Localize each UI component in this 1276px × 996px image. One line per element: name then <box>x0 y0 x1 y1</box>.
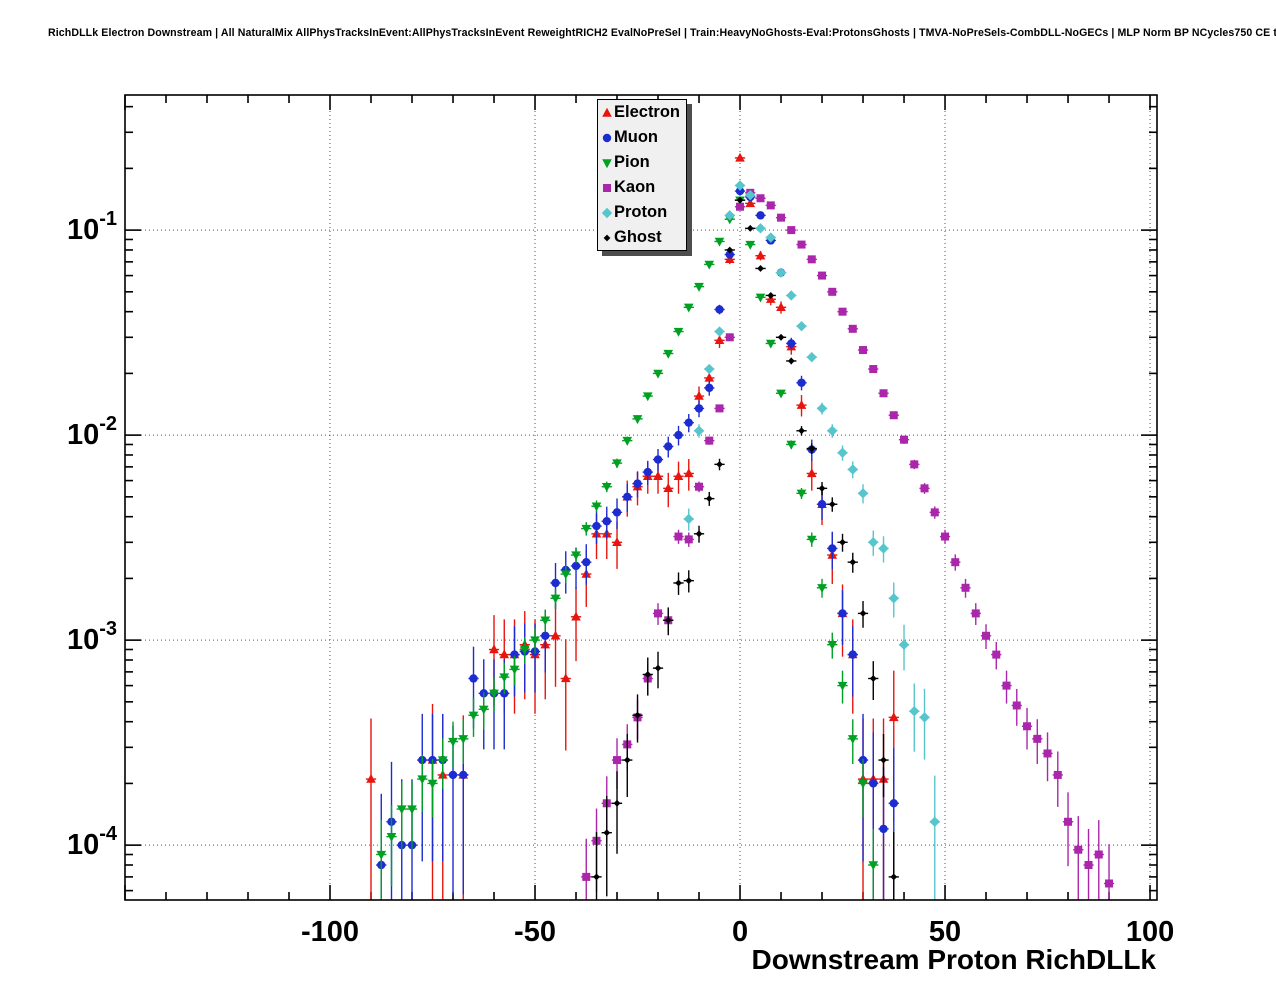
axis-ticks <box>124 95 1157 900</box>
legend-entry-label: Kaon <box>614 178 656 196</box>
legend-entry-pion: Pion <box>598 150 686 175</box>
series-electron <box>365 152 899 900</box>
legend-entry-proton: Proton <box>598 200 686 225</box>
plot-frame <box>124 94 1158 901</box>
svg-text:10-2: 10-2 <box>67 413 117 451</box>
svg-text:10-3: 10-3 <box>67 618 117 656</box>
legend-entry-ghost: Ghost <box>598 225 686 250</box>
legend-entry-kaon: Kaon <box>598 175 686 200</box>
legend: Electron Muon Pion Kaon Proton Ghost <box>597 99 687 251</box>
legend-entry-electron: Electron <box>598 100 686 125</box>
svg-text:10-1: 10-1 <box>67 208 117 246</box>
legend-entry-label: Electron <box>614 103 681 121</box>
axis-tick-labels: -100 -50 0 50 100 10-1 10-2 10-3 10-4 <box>67 208 1174 948</box>
series-muon <box>376 186 899 900</box>
series-pion <box>376 196 879 900</box>
muon-marker-icon <box>598 130 614 146</box>
series-proton <box>683 180 940 900</box>
electron-marker-icon <box>598 105 614 121</box>
legend-entry-label: Muon <box>614 128 658 146</box>
legend-entry-label: Proton <box>614 203 668 221</box>
pion-marker-icon <box>598 155 614 171</box>
svg-text:-50: -50 <box>514 916 556 948</box>
legend-entry-muon: Muon <box>598 125 686 150</box>
legend-entry-label: Ghost <box>614 228 662 246</box>
kaon-marker-icon <box>598 180 614 196</box>
svg-text:-100: -100 <box>301 916 359 948</box>
svg-text:0: 0 <box>732 916 748 948</box>
series-ghost <box>591 196 899 900</box>
x-axis-title: Downstream Proton RichDLLk <box>751 944 1156 975</box>
ghost-marker-icon <box>598 230 614 246</box>
series-kaon <box>581 188 1115 900</box>
proton-marker-icon <box>598 205 614 221</box>
svg-text:100: 100 <box>1126 916 1174 948</box>
legend-entry-label: Pion <box>614 153 650 171</box>
plot-title: RichDLLk Electron Downstream | All Natur… <box>48 27 1276 39</box>
svg-text:50: 50 <box>929 916 961 948</box>
svg-text:10-4: 10-4 <box>67 823 118 861</box>
